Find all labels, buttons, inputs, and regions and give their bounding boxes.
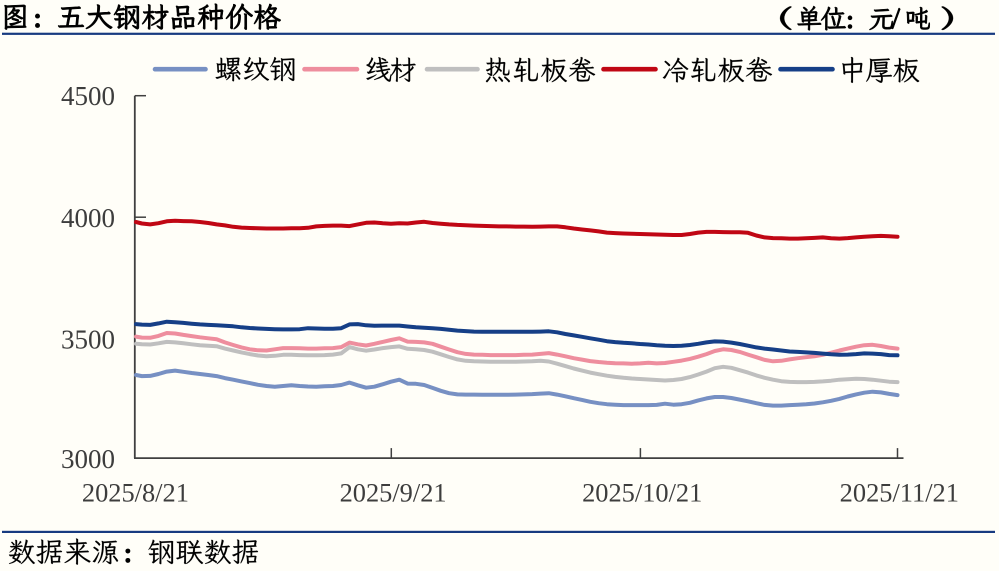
svg-text:2025/10/21: 2025/10/21 [582,478,702,508]
svg-text:4000: 4000 [61,203,115,233]
svg-text:2025/8/21: 2025/8/21 [82,478,189,508]
svg-text:3500: 3500 [61,324,115,354]
svg-text:4500: 4500 [61,81,115,111]
svg-text:2025/9/21: 2025/9/21 [340,478,447,508]
svg-text:2025/11/21: 2025/11/21 [840,478,959,508]
svg-text:3000: 3000 [61,444,115,474]
